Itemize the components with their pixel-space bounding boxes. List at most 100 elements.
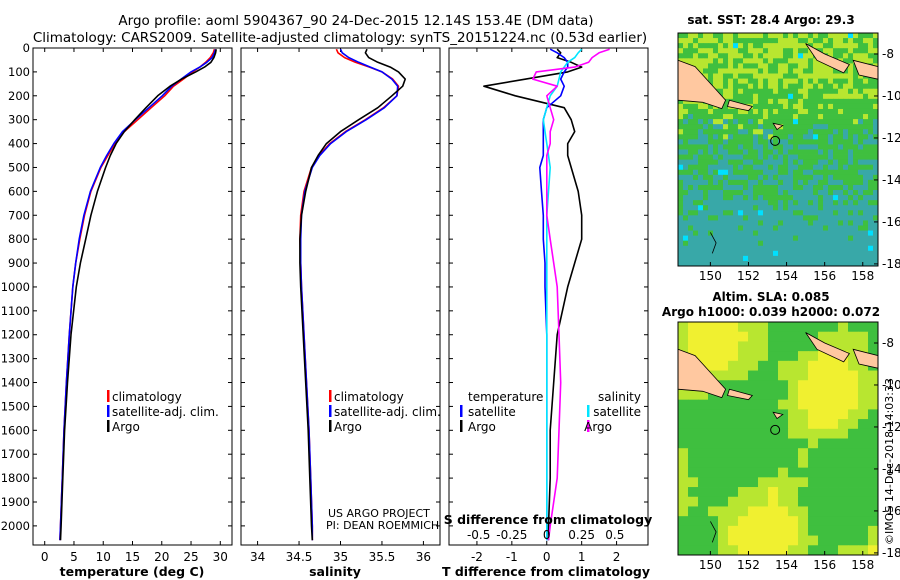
map-cell: [778, 38, 784, 44]
map-cell: [833, 230, 839, 237]
map-cell: [713, 159, 719, 166]
map-cell: [803, 205, 809, 211]
map-cell: [758, 389, 769, 401]
map-cell: [793, 174, 799, 181]
map-cell: [713, 169, 719, 176]
map-cell: [768, 200, 774, 206]
map-cell: [748, 477, 759, 488]
map-cell: [803, 154, 809, 161]
map-cell: [783, 139, 789, 145]
land-islands: [726, 388, 754, 401]
map-cell: [678, 409, 689, 420]
map-cell: [768, 419, 779, 430]
map-cell: [828, 250, 834, 257]
map-cell: [858, 250, 864, 257]
map-cell: [708, 68, 714, 74]
map-cell: [833, 215, 839, 221]
map-cell: [838, 496, 849, 507]
map-cell: [728, 399, 739, 410]
map-cell: [738, 477, 749, 488]
map-cell: [828, 496, 839, 507]
map-cell: [703, 255, 709, 262]
map-cell: [808, 83, 814, 90]
map-cell: [773, 154, 779, 161]
map-cell: [743, 255, 749, 262]
legend-argo-swatch: [329, 420, 332, 432]
map-cell: [808, 220, 814, 226]
map-cell: [778, 448, 789, 459]
map-cell: [733, 78, 739, 85]
map-cell: [678, 53, 684, 59]
map-cell: [863, 250, 869, 257]
map-cell: [783, 230, 789, 237]
map-cell: [688, 103, 694, 110]
map-cell: [708, 129, 714, 135]
map-cell: [708, 419, 719, 430]
map-cell: [838, 190, 844, 196]
map-cell: [763, 215, 769, 221]
map-cell: [788, 351, 799, 362]
map-cell: [828, 428, 839, 439]
map-cell: [743, 190, 749, 196]
map-cell: [783, 154, 789, 161]
map-cell: [848, 545, 859, 556]
legend-t-argo-label: Argo: [468, 420, 496, 434]
map-cell: [688, 525, 699, 536]
sdiff-tick-label: 0.5: [605, 528, 624, 542]
map-cell: [738, 149, 744, 155]
map-cell: [863, 78, 869, 85]
map-cell: [758, 380, 769, 391]
x-tick-label: -1: [506, 550, 518, 564]
map-cell: [853, 134, 859, 140]
map-cell: [688, 48, 694, 54]
map-cell: [838, 149, 844, 155]
map-cell: [703, 103, 709, 110]
map-cell: [823, 190, 829, 196]
map-cell: [808, 63, 814, 69]
map-cell: [708, 220, 714, 226]
map-cell: [808, 38, 814, 44]
map-cell: [868, 235, 874, 242]
map-cell: [858, 399, 869, 410]
map-cell: [848, 235, 854, 242]
map-cell: [873, 169, 879, 176]
map-cell: [688, 419, 699, 430]
map-cell: [753, 169, 759, 176]
map-cell: [813, 114, 819, 120]
map-cell: [733, 43, 739, 49]
map-cell: [718, 230, 724, 237]
map-cell: [718, 43, 724, 49]
map-cell: [678, 33, 684, 39]
map-cell: [698, 144, 704, 150]
map-cell: [708, 53, 714, 59]
map-cell: [808, 360, 819, 371]
map-cell: [793, 129, 799, 135]
map-cell: [743, 174, 749, 181]
map-cell: [693, 63, 699, 69]
map-cell: [828, 487, 839, 498]
map-cell: [688, 341, 699, 352]
map-cell: [778, 341, 789, 352]
map-cell: [698, 108, 704, 115]
map-cell: [768, 93, 774, 100]
map-cell: [718, 124, 724, 130]
map-cell: [713, 134, 719, 140]
map-cell: [808, 88, 814, 95]
map-cell: [808, 516, 819, 527]
map-cell: [733, 149, 739, 155]
map-cell: [863, 255, 869, 262]
map-cell: [798, 545, 809, 556]
map-cell: [798, 535, 809, 546]
x-tick-label: 35.5: [369, 550, 396, 564]
map-cell: [833, 114, 839, 120]
map-cell: [818, 516, 829, 527]
map-cell: [788, 389, 799, 401]
map-cell: [818, 428, 829, 439]
map-cell: [793, 260, 799, 267]
map-cell: [828, 68, 834, 74]
map-cell: [698, 164, 704, 171]
map-cell: [678, 457, 689, 469]
map-cell: [733, 255, 739, 262]
map-cell: [688, 119, 694, 125]
lat-tick-label: -10: [882, 378, 900, 392]
